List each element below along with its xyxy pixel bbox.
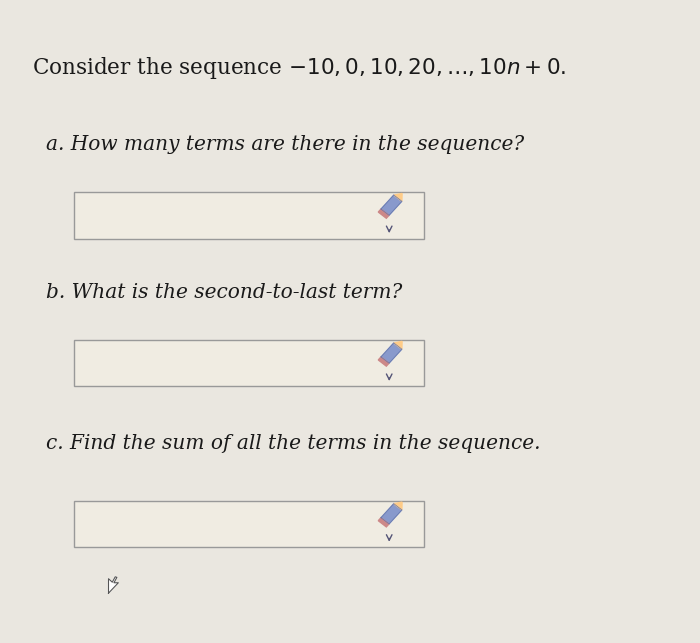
Polygon shape <box>378 518 389 527</box>
Text: c. Find the sum of all the terms in the sequence.: c. Find the sum of all the terms in the … <box>46 434 540 453</box>
Text: b. What is the second-to-last term?: b. What is the second-to-last term? <box>46 283 402 302</box>
Polygon shape <box>378 209 389 218</box>
Polygon shape <box>381 503 402 524</box>
FancyBboxPatch shape <box>74 501 424 547</box>
FancyBboxPatch shape <box>74 340 424 386</box>
Polygon shape <box>108 577 118 593</box>
Polygon shape <box>378 357 389 366</box>
Text: Consider the sequence $-10, 0, 10, 20, \ldots, 10n + 0.$: Consider the sequence $-10, 0, 10, 20, \… <box>32 55 566 80</box>
Polygon shape <box>381 343 402 363</box>
Polygon shape <box>394 341 402 349</box>
Polygon shape <box>394 502 402 510</box>
FancyBboxPatch shape <box>74 192 424 239</box>
Text: a. How many terms are there in the sequence?: a. How many terms are there in the seque… <box>46 135 524 154</box>
Polygon shape <box>381 195 402 215</box>
Polygon shape <box>394 194 402 201</box>
